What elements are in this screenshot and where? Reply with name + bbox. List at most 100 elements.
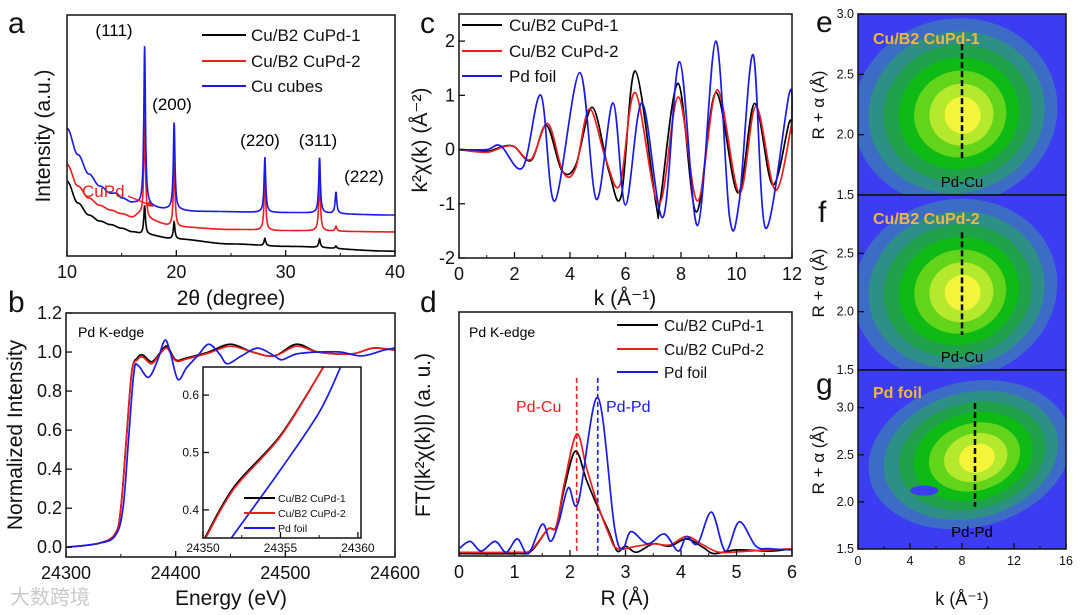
e-ytick-label: 2.5 [837,67,854,81]
d-series-pd-foil [458,396,793,555]
c-xtick-label: 10 [726,264,746,284]
b-inset-series-pd-foil [230,367,342,538]
c-ytick-label: -2 [439,248,455,268]
e-ytick-label: 2.0 [837,128,854,142]
g-ytick-label: 1.5 [837,542,854,556]
b-inset-legend-1: Cu/B2 CuPd-1 [278,493,346,505]
d-xtick-label: 6 [787,562,797,582]
b-series-pd-foil [65,339,396,549]
d-xlabel: R (Å) [601,587,650,610]
peak-label-222: (222) [344,167,384,186]
f-ytick-label: 1.5 [837,363,854,377]
g-contour-level-7 [959,443,995,473]
g-ytick-label: 3.0 [837,401,854,415]
peak-label-200: (200) [152,95,192,114]
b-inset-ytick-label: 0.4 [182,503,199,517]
b-xtick-label: 24400 [151,563,201,583]
a-legend-3: Cu cubes [251,77,323,96]
a-xtick-label: 30 [276,262,296,282]
peak-label-220: (220) [240,131,280,150]
b-ytick-label: 1.2 [37,303,62,323]
c-xtick-label: 0 [454,264,464,284]
g-contour-hole [910,485,939,496]
d-marker-label-pd-cu: Pd-Cu [516,399,561,416]
b-ytick-label: 1.0 [37,342,62,362]
a-xlabel: 2θ (degree) [177,287,286,310]
c-xtick-label: 2 [509,264,519,284]
a-ylabel: Intensity (a.u.) [32,69,55,202]
d-legend-1: Cu/B2 CuPd-1 [664,318,764,335]
c-legend-3: Pd foil [509,67,556,86]
e-ytick-label: 1.5 [837,188,854,202]
cupd-annotation: CuPd [82,182,125,201]
b-inset-legend-3: Pd foil [278,523,307,535]
panel-letter-c: c [420,7,435,40]
f-ytick-label: 2.5 [837,246,854,260]
c-ytick-label: -1 [439,194,455,214]
b-inset-legend-2: Cu/B2 CuPd-2 [278,508,346,520]
e-ylabel: R + α (Å) [809,71,828,140]
c-series-pd-foil [458,40,793,232]
c-xtick-label: 12 [782,264,802,284]
a-legend-2: Cu/B2 CuPd-2 [251,52,361,71]
b-ylabel: Normalized Intensity [4,339,27,530]
d-legend: Cu/B2 CuPd-1 Cu/B2 CuPd-2 Pd foil [617,318,764,382]
panel-letter-f: f [818,196,827,229]
c-ytick-label: 1 [445,85,455,105]
c-xlabel: k (Å⁻¹) [594,287,656,310]
c-series-cu-b2-cupd-2 [458,89,793,205]
d-edge-label: Pd K-edge [469,324,535,340]
panel-letter-b: b [8,286,25,319]
b-ytick-label: 0.0 [37,537,62,557]
c-ytick-label: 2 [445,31,455,51]
b-inset-xtick-label: 24355 [264,541,298,555]
a-legend: Cu/B2 CuPd-1 Cu/B2 CuPd-2 Cu cubes [202,26,361,96]
f-sample-label: Cu/B2 CuPd-2 [873,211,980,228]
b-inset-legend: Cu/B2 CuPd-1 Cu/B2 CuPd-2 Pd foil [244,493,346,535]
a-series-cu-b2-cupd-1 [66,180,395,252]
b-xtick-label: 24600 [370,563,420,583]
b-xtick-label: 24300 [41,563,91,583]
a-xtick-label: 40 [385,262,405,282]
d-legend-3: Pd foil [664,365,707,382]
d-xtick-label: 2 [565,562,575,582]
panel-letter-g: g [816,368,833,401]
peak-label-311: (311) [299,131,337,150]
g-xtick-label: 8 [959,554,966,568]
b-inset-background [203,367,361,538]
d-legend-2: Cu/B2 CuPd-2 [664,342,764,359]
a-series-cu-cubes [66,46,395,216]
b-edge-label: Pd K-edge [78,324,144,340]
watermark-logo: 大数跨境 [10,586,90,609]
b-ytick-label: 0.4 [37,459,62,479]
c-xtick-label: 4 [565,264,575,284]
a-legend-1: Cu/B2 CuPd-1 [251,26,361,45]
e-wavelet-contours [858,18,1058,195]
e-bond-label: Pd-Cu [941,174,984,191]
e-contour-level-7 [944,96,981,134]
d-xtick-label: 4 [676,562,686,582]
e-sample-label: Cu/B2 CuPd-1 [873,31,980,48]
g-xtick-label: 4 [907,554,914,568]
g-xtick-label: 0 [855,554,862,568]
f-bond-label: Pd-Cu [941,349,984,366]
b-ytick-label: 0.2 [37,498,62,518]
g-ytick-label: 2.5 [837,448,854,462]
c-ytick-label: 0 [445,140,455,160]
c-ylabel: k²χ(k) (Å⁻²) [409,88,432,193]
panel-letter-d: d [420,286,437,319]
b-inset-ytick-label: 0.6 [182,388,199,402]
d-xtick-label: 3 [620,562,630,582]
b-ytick-label: 0.6 [37,420,62,440]
peak-label-111: (111) [95,21,132,40]
c-legend-2: Cu/B2 CuPd-2 [509,42,619,61]
d-marker-label-pd-pd: Pd-Pd [606,399,650,416]
g-wavelet-contours [868,380,1066,530]
d-xtick-label: 0 [454,562,464,582]
panel-letter-e: e [816,6,833,39]
a-series-cu-b2-cupd-2 [66,118,395,233]
d-ylabel: FT(|k²χ(k)|) (a. u.) [412,353,435,517]
f-ylabel: R + α (Å) [809,249,828,318]
a-xtick-label: 20 [166,262,186,282]
